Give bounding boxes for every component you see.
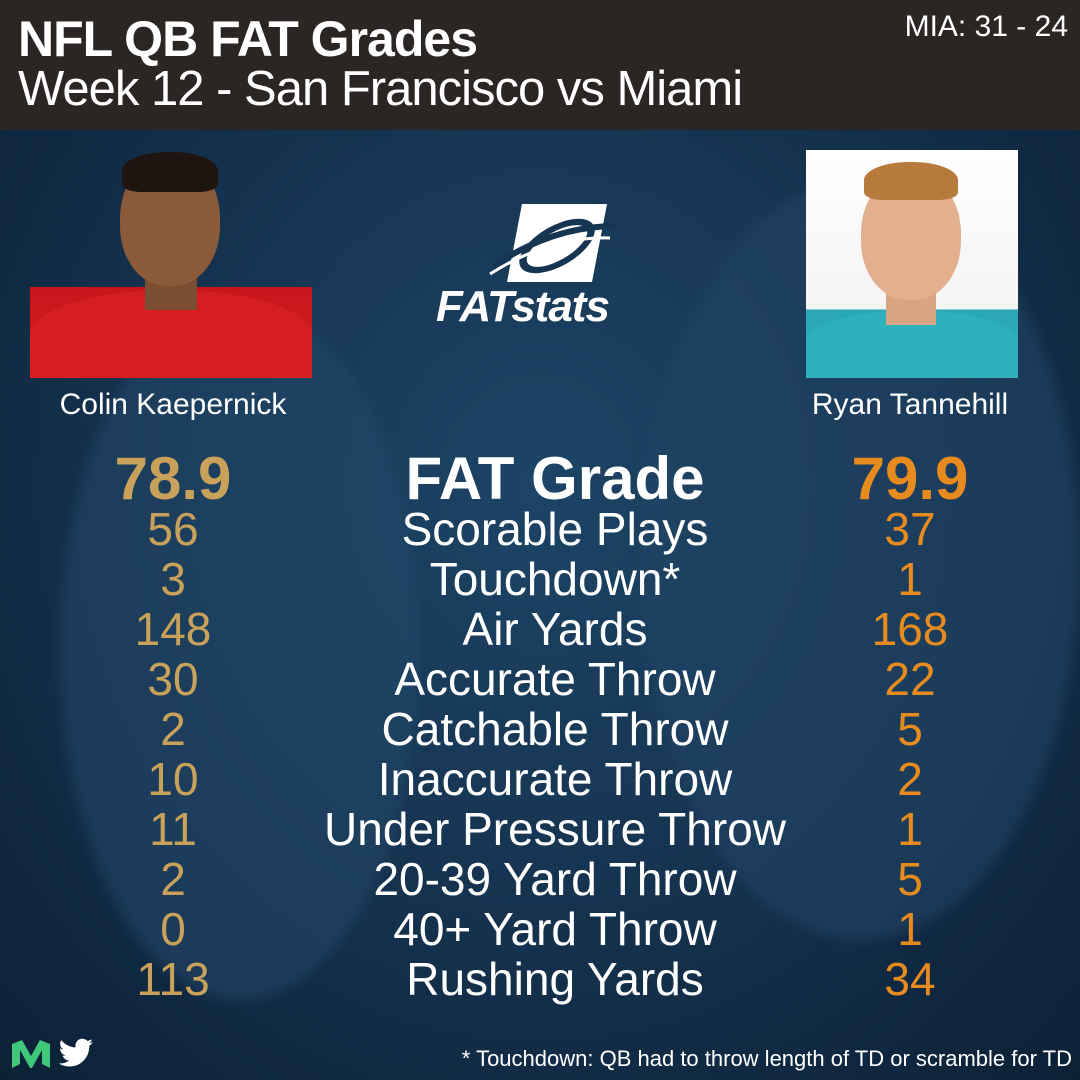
right-value: 1 <box>897 903 923 955</box>
stat-label: Air Yards <box>462 603 648 655</box>
right-value: 1 <box>897 553 923 605</box>
left-value: 0 <box>160 903 186 955</box>
medium-icon[interactable] <box>12 1040 50 1068</box>
header-bar: NFL QB FAT Grades Week 12 - San Francisc… <box>0 0 1080 130</box>
player-name-right: Ryan Tannehill <box>811 388 1009 421</box>
left-value: 148 <box>134 603 212 655</box>
stat-row: 30 Accurate Throw 22 <box>0 653 1080 705</box>
stat-label: Touchdown* <box>429 553 681 605</box>
game-score: MIA: 31 - 24 <box>904 10 1068 43</box>
stat-row: 78.9 FAT Grade 79.9 <box>0 446 1080 512</box>
hair-shape <box>122 152 218 192</box>
right-value: 37 <box>884 503 936 555</box>
stat-row: 2 20-39 Yard Throw 5 <box>0 853 1080 905</box>
left-value: 113 <box>136 953 210 1005</box>
stat-row: 0 40+ Yard Throw 1 <box>0 903 1080 955</box>
right-value: 1 <box>897 803 923 855</box>
stat-row: 11 Under Pressure Throw 1 <box>0 803 1080 855</box>
touchdown-footnote: * Touchdown: QB had to throw length of T… <box>461 1046 1072 1071</box>
background-player-left <box>60 300 420 1000</box>
right-value: 22 <box>884 653 936 705</box>
left-value: 56 <box>147 503 199 555</box>
stat-label: Scorable Plays <box>401 503 709 555</box>
left-value: 10 <box>147 753 199 805</box>
hair-shape <box>864 162 958 200</box>
kaepernick-photo <box>30 150 312 378</box>
left-value: 2 <box>160 853 186 905</box>
stat-label: Accurate Throw <box>394 653 716 705</box>
stat-label: FAT Grade <box>405 445 705 512</box>
fatstats-logo-text: FATstats <box>436 282 610 331</box>
page-title: NFL QB FAT Grades <box>18 11 478 67</box>
stat-row: 148 Air Yards 168 <box>0 603 1080 655</box>
right-value: 5 <box>897 853 923 905</box>
right-value: 168 <box>871 603 949 655</box>
left-value: 78.9 <box>114 445 232 512</box>
tannehill-photo <box>806 150 1018 378</box>
twitter-icon[interactable] <box>58 1038 94 1070</box>
right-value: 79.9 <box>851 445 969 512</box>
page-subtitle: Week 12 - San Francisco vs Miami <box>18 62 743 116</box>
right-value: 34 <box>884 953 936 1005</box>
stat-row: 3 Touchdown* 1 <box>0 553 1080 605</box>
stat-row: 113 Rushing Yards 34 <box>0 953 1080 1005</box>
left-value: 30 <box>147 653 199 705</box>
left-value: 3 <box>160 553 186 605</box>
stat-label: 20-39 Yard Throw <box>373 853 737 905</box>
player-name-left: Colin Kaepernick <box>59 388 287 421</box>
stat-label: 40+ Yard Throw <box>393 903 717 955</box>
stat-label: Under Pressure Throw <box>324 803 786 855</box>
stat-row: 10 Inaccurate Throw 2 <box>0 753 1080 805</box>
stat-row: 56 Scorable Plays 37 <box>0 503 1080 555</box>
right-value: 5 <box>897 703 923 755</box>
left-value: 2 <box>160 703 186 755</box>
stat-label: Inaccurate Throw <box>377 753 733 805</box>
stat-label: Rushing Yards <box>406 953 704 1005</box>
right-value: 2 <box>897 753 923 805</box>
stat-row: 2 Catchable Throw 5 <box>0 703 1080 755</box>
left-value: 11 <box>149 803 197 855</box>
stat-label: Catchable Throw <box>381 703 729 755</box>
football-logo-icon <box>489 204 618 282</box>
